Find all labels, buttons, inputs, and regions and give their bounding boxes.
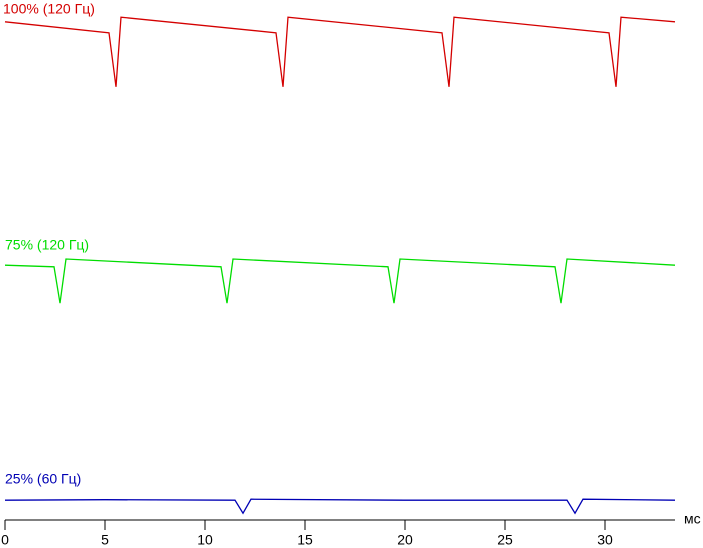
series-line xyxy=(4,258,676,304)
series-line xyxy=(4,16,676,87)
x-tick-label: 0 xyxy=(1,532,9,548)
x-tick-label: 5 xyxy=(101,532,109,548)
series-label: 100% (120 Гц) xyxy=(3,1,95,17)
series-label: 75% (120 Гц) xyxy=(5,237,89,253)
x-tick-label: 30 xyxy=(597,532,613,548)
x-tick-label: 15 xyxy=(297,532,313,548)
x-tick-label: 10 xyxy=(197,532,213,548)
x-tick-label: 25 xyxy=(497,532,513,548)
series-label: 25% (60 Гц) xyxy=(5,471,81,487)
series-line xyxy=(4,498,676,515)
x-tick-label: 20 xyxy=(397,532,413,548)
x-axis-unit: мс xyxy=(684,511,701,527)
